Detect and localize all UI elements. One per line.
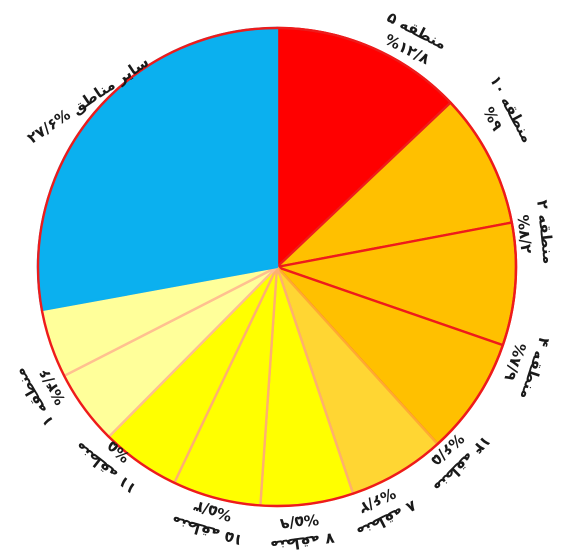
slice-label: منطقه ۷%۵/۹ — [269, 510, 335, 556]
slice-value-label: %۸/۲ — [514, 214, 536, 254]
slice-label: منطقه ۲%۸/۲ — [514, 199, 558, 265]
pie-slice — [36, 26, 279, 312]
slice-name-label: منطقه ۲ — [533, 199, 558, 265]
pie-slices — [36, 26, 518, 508]
slice-value-label: %۵/۹ — [279, 510, 320, 533]
slice-name-label: منطقه ۷ — [269, 529, 335, 556]
pie-outline — [36, 26, 518, 508]
